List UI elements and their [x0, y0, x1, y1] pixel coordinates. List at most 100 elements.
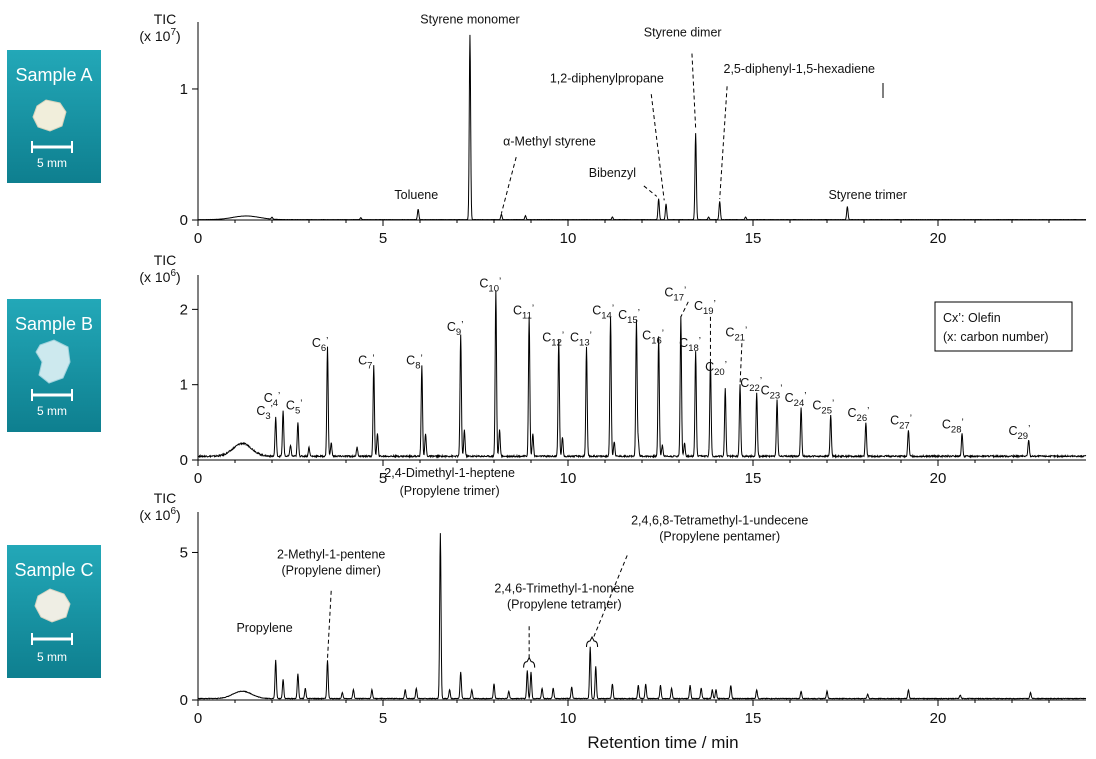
peak-label: C15’ [618, 308, 640, 326]
peak-label: C17’ [664, 286, 686, 304]
panel-a-ylabel-exp: 7 [170, 27, 176, 38]
peak-label: Toluene [394, 188, 438, 202]
y-tick-label: 5 [180, 544, 188, 561]
peak-leader-line [691, 53, 697, 129]
panel-b-chart: TIC (x 106) Cx’: Olefin (x: carbon numbe… [139, 252, 1087, 487]
legend-olefin-line2: (x: carbon number) [943, 330, 1049, 344]
x-tick-label: 0 [194, 710, 202, 727]
sample-b-specimen [35, 339, 71, 384]
sample-c-label: Sample C [14, 560, 93, 580]
x-tick-label: 10 [560, 470, 577, 487]
peak-label: α-Methyl styrene [503, 134, 596, 148]
peak-label: 2,4,6,8-Tetramethyl-1-undecene [631, 513, 808, 527]
peak-label: 2,4,6-Trimethyl-1-nonene [494, 581, 634, 595]
x-tick-label: 0 [194, 470, 202, 487]
chromatogram-trace [197, 34, 1087, 221]
peak-label: C14’ [592, 304, 614, 322]
peak-label: C29’ [1008, 424, 1030, 442]
peak-leader-line [327, 590, 332, 659]
sample-b-label: Sample B [15, 314, 93, 334]
panel-a-ylabel-line2: (x 107) [139, 27, 180, 44]
y-tick-label: 1 [180, 377, 188, 394]
panel-a-ylabel-line1: TIC [154, 11, 177, 27]
peak-label: C24’ [785, 391, 807, 409]
x-tick-label: 5 [379, 710, 387, 727]
panel-b-ylabel-prefix: (x 10 [139, 269, 170, 285]
sample-a-specimen [32, 99, 67, 132]
sample-c-card: Sample C 5 mm [7, 545, 101, 678]
x-tick-label: 15 [745, 710, 762, 727]
panel-c-chart: TIC (x 106) 0 5 0 5 10 15 20 Propylene 2-Methyl-… [139, 466, 1087, 727]
sample-c-specimen [34, 588, 71, 623]
panel-c-ylabel-line2: (x 106) [139, 506, 180, 523]
y-tick-label: 0 [180, 212, 188, 229]
panel-a-ylabel-close: ) [176, 28, 181, 44]
panel-a-ylabel-prefix: (x 10 [139, 28, 170, 44]
peak-leader-line [680, 301, 689, 318]
peak-group-brace [586, 635, 599, 647]
panel-b-ylabel-close: ) [176, 269, 181, 285]
peak-label: C9’ [447, 320, 464, 338]
peak-label: Propylene [236, 621, 292, 635]
x-tick-label: 15 [745, 470, 762, 487]
peak-leader-line [650, 94, 665, 201]
panel-c-ylabel-line1: TIC [154, 490, 177, 506]
peak-label: 2,4-Dimethyl-1-heptene [384, 466, 515, 480]
peak-label: C5’ [286, 399, 303, 417]
x-axis-label: Retention time / min [587, 733, 738, 752]
panel-b-legend: Cx’: Olefin (x: carbon number) [934, 301, 1073, 352]
peak-label: Bibenzyl [589, 166, 636, 180]
peak-label: C12’ [542, 331, 564, 349]
panel-b-ylabel-line1: TIC [154, 252, 177, 268]
peak-leader-line [643, 185, 658, 197]
peak-label: 1,2-diphenylpropane [550, 71, 664, 85]
peak-group-brace [523, 656, 536, 668]
peak-label: C4’ [264, 391, 281, 409]
x-tick-label: 20 [930, 710, 947, 727]
panel-c-ylabel-close: ) [176, 507, 181, 523]
panel-b-ylabel-line2: (x 106) [139, 268, 180, 285]
peak-leader-line [593, 555, 628, 637]
peak-label: C20’ [705, 360, 727, 378]
peak-label: C13’ [570, 331, 592, 349]
x-tick-label: 20 [930, 470, 947, 487]
x-tick-label: 5 [379, 470, 387, 487]
peak-label: C21’ [725, 325, 747, 343]
peak-label: Styrene trimer [828, 188, 907, 202]
sample-c-scale-label: 5 mm [37, 650, 67, 664]
x-tick-label: 20 [930, 230, 947, 247]
peak-label: C6’ [312, 336, 329, 354]
peak-leader-line [500, 156, 517, 214]
peak-label: Styrene dimer [644, 26, 722, 40]
peak-label: C28’ [942, 417, 964, 435]
peak-label: (Propylene trimer) [400, 484, 500, 498]
peak-label: C26’ [848, 406, 870, 424]
peak-label: C19’ [694, 299, 716, 317]
panel-c-ylabel-prefix: (x 10 [139, 507, 170, 523]
x-tick-label: 5 [379, 230, 387, 247]
peak-label: C25’ [812, 399, 834, 417]
peak-label: C10’ [479, 277, 501, 295]
sample-a-card: Sample A 5 mm [7, 50, 101, 183]
peak-label: C18’ [679, 336, 701, 354]
sample-a-label: Sample A [15, 65, 92, 85]
peak-label: C8’ [406, 353, 423, 371]
chromatogram-trace [197, 533, 1087, 700]
sample-b-scale-label: 5 mm [37, 404, 67, 418]
y-tick-label: 2 [180, 301, 188, 318]
y-tick-label: 0 [180, 692, 188, 709]
peak-label: C23’ [761, 383, 783, 401]
sample-b-card: Sample B 5 mm [7, 299, 101, 432]
chromatogram-trace [197, 290, 1087, 459]
peak-label: C7’ [358, 353, 375, 371]
sample-a-scale-label: 5 mm [37, 156, 67, 170]
x-tick-label: 15 [745, 230, 762, 247]
peak-leader-line [719, 86, 728, 200]
peak-label: 2-Methyl-1-pentene [277, 547, 385, 561]
peak-label: C11’ [513, 304, 534, 322]
peak-label: C3’ [256, 404, 273, 422]
peak-label: (Propylene pentamer) [659, 530, 780, 544]
panel-b-ylabel-exp: 6 [170, 268, 176, 279]
panel-c-ylabel-exp: 6 [170, 506, 176, 517]
